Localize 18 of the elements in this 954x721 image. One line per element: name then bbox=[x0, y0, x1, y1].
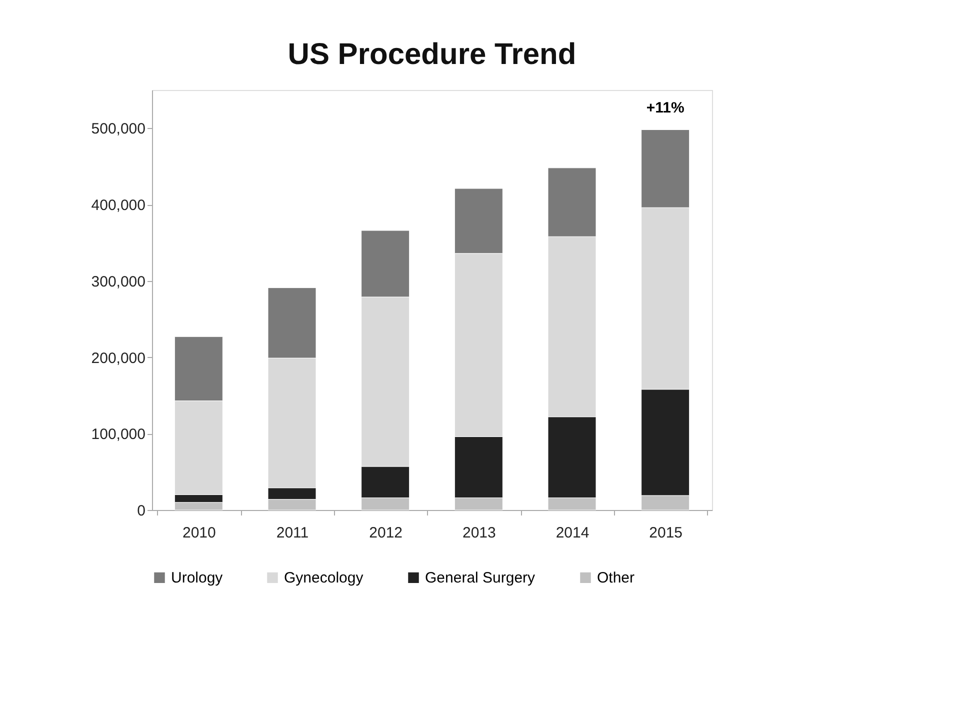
y-tick-label: 100,000 bbox=[91, 426, 146, 444]
y-tick-label: 0 bbox=[137, 502, 146, 520]
y-tick-label: 400,000 bbox=[91, 197, 146, 214]
y-tick-label: 500,000 bbox=[91, 120, 146, 138]
x-tick-label: 2013 bbox=[462, 524, 496, 542]
legend-label: Urology bbox=[171, 570, 224, 587]
y-tick-label: 200,000 bbox=[91, 350, 146, 367]
x-tick-label: 2012 bbox=[369, 524, 403, 542]
legend-label: General Surgery bbox=[425, 570, 536, 587]
y-tick-label: 300,000 bbox=[91, 273, 146, 290]
chart-title: US Procedure Trend bbox=[288, 38, 576, 71]
x-tick-label: 2015 bbox=[649, 524, 683, 542]
x-tick-label: 2010 bbox=[182, 524, 216, 542]
x-tick-label: 2011 bbox=[276, 524, 309, 542]
legend-label: Other bbox=[597, 570, 635, 587]
x-tick-label: 2014 bbox=[556, 524, 590, 542]
annotation: +11% bbox=[646, 100, 684, 117]
legend-label: Gynecology bbox=[284, 570, 364, 587]
